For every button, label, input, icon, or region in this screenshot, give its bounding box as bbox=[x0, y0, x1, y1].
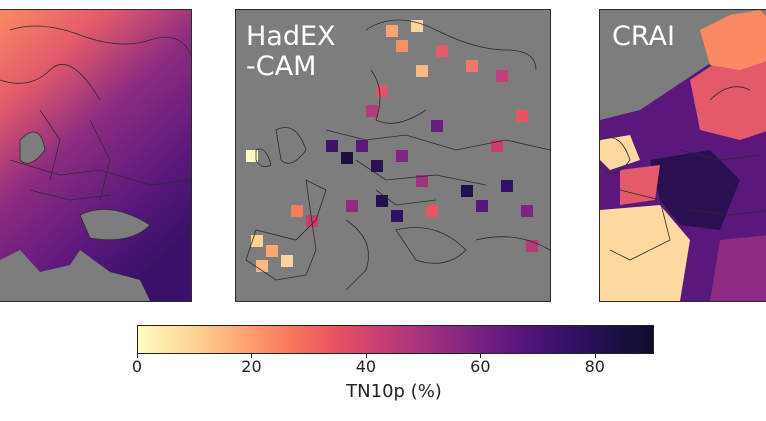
colorbar-tick-label: 20 bbox=[241, 357, 262, 376]
colorbar-tick-label: 60 bbox=[470, 357, 491, 376]
map-mid-svg bbox=[236, 10, 550, 301]
colorbar-tick-label: 40 bbox=[355, 357, 377, 376]
panel-label-crai: CRAI bbox=[612, 21, 675, 52]
colorbar-tick-label: 0 bbox=[131, 357, 143, 376]
map-left-svg bbox=[0, 10, 191, 301]
map-panel-hadex-cam: HadEX -CAM bbox=[235, 9, 551, 302]
black-sea bbox=[79, 209, 151, 241]
map-right-svg bbox=[600, 10, 766, 301]
map-panel-crai: CRAI bbox=[599, 9, 766, 302]
colorbar-tick-label: 80 bbox=[584, 357, 605, 376]
colorbar-tick bbox=[594, 353, 596, 358]
colorbar-tick bbox=[137, 353, 138, 358]
panel-label-hadex-cam: HadEX -CAM bbox=[246, 21, 336, 82]
station-cells bbox=[246, 20, 538, 272]
colorbar bbox=[137, 325, 654, 354]
colorbar-tick bbox=[365, 353, 367, 358]
colorbar-tick bbox=[480, 353, 482, 358]
mid-coastlines bbox=[245, 19, 550, 291]
map-panel-left bbox=[0, 9, 192, 302]
colorbar-tick bbox=[251, 353, 253, 358]
colorbar-label: TN10p (%) bbox=[346, 381, 442, 402]
